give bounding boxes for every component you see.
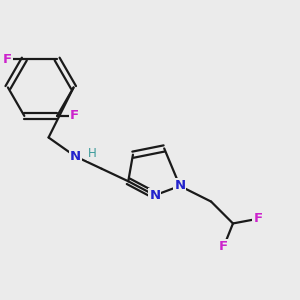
Text: F: F (219, 240, 228, 254)
Text: N: N (149, 189, 161, 202)
Text: F: F (3, 52, 12, 66)
Text: F: F (70, 110, 79, 122)
Text: F: F (254, 212, 262, 225)
Text: N: N (174, 179, 185, 192)
Text: N: N (70, 150, 81, 163)
Text: H: H (88, 147, 97, 160)
